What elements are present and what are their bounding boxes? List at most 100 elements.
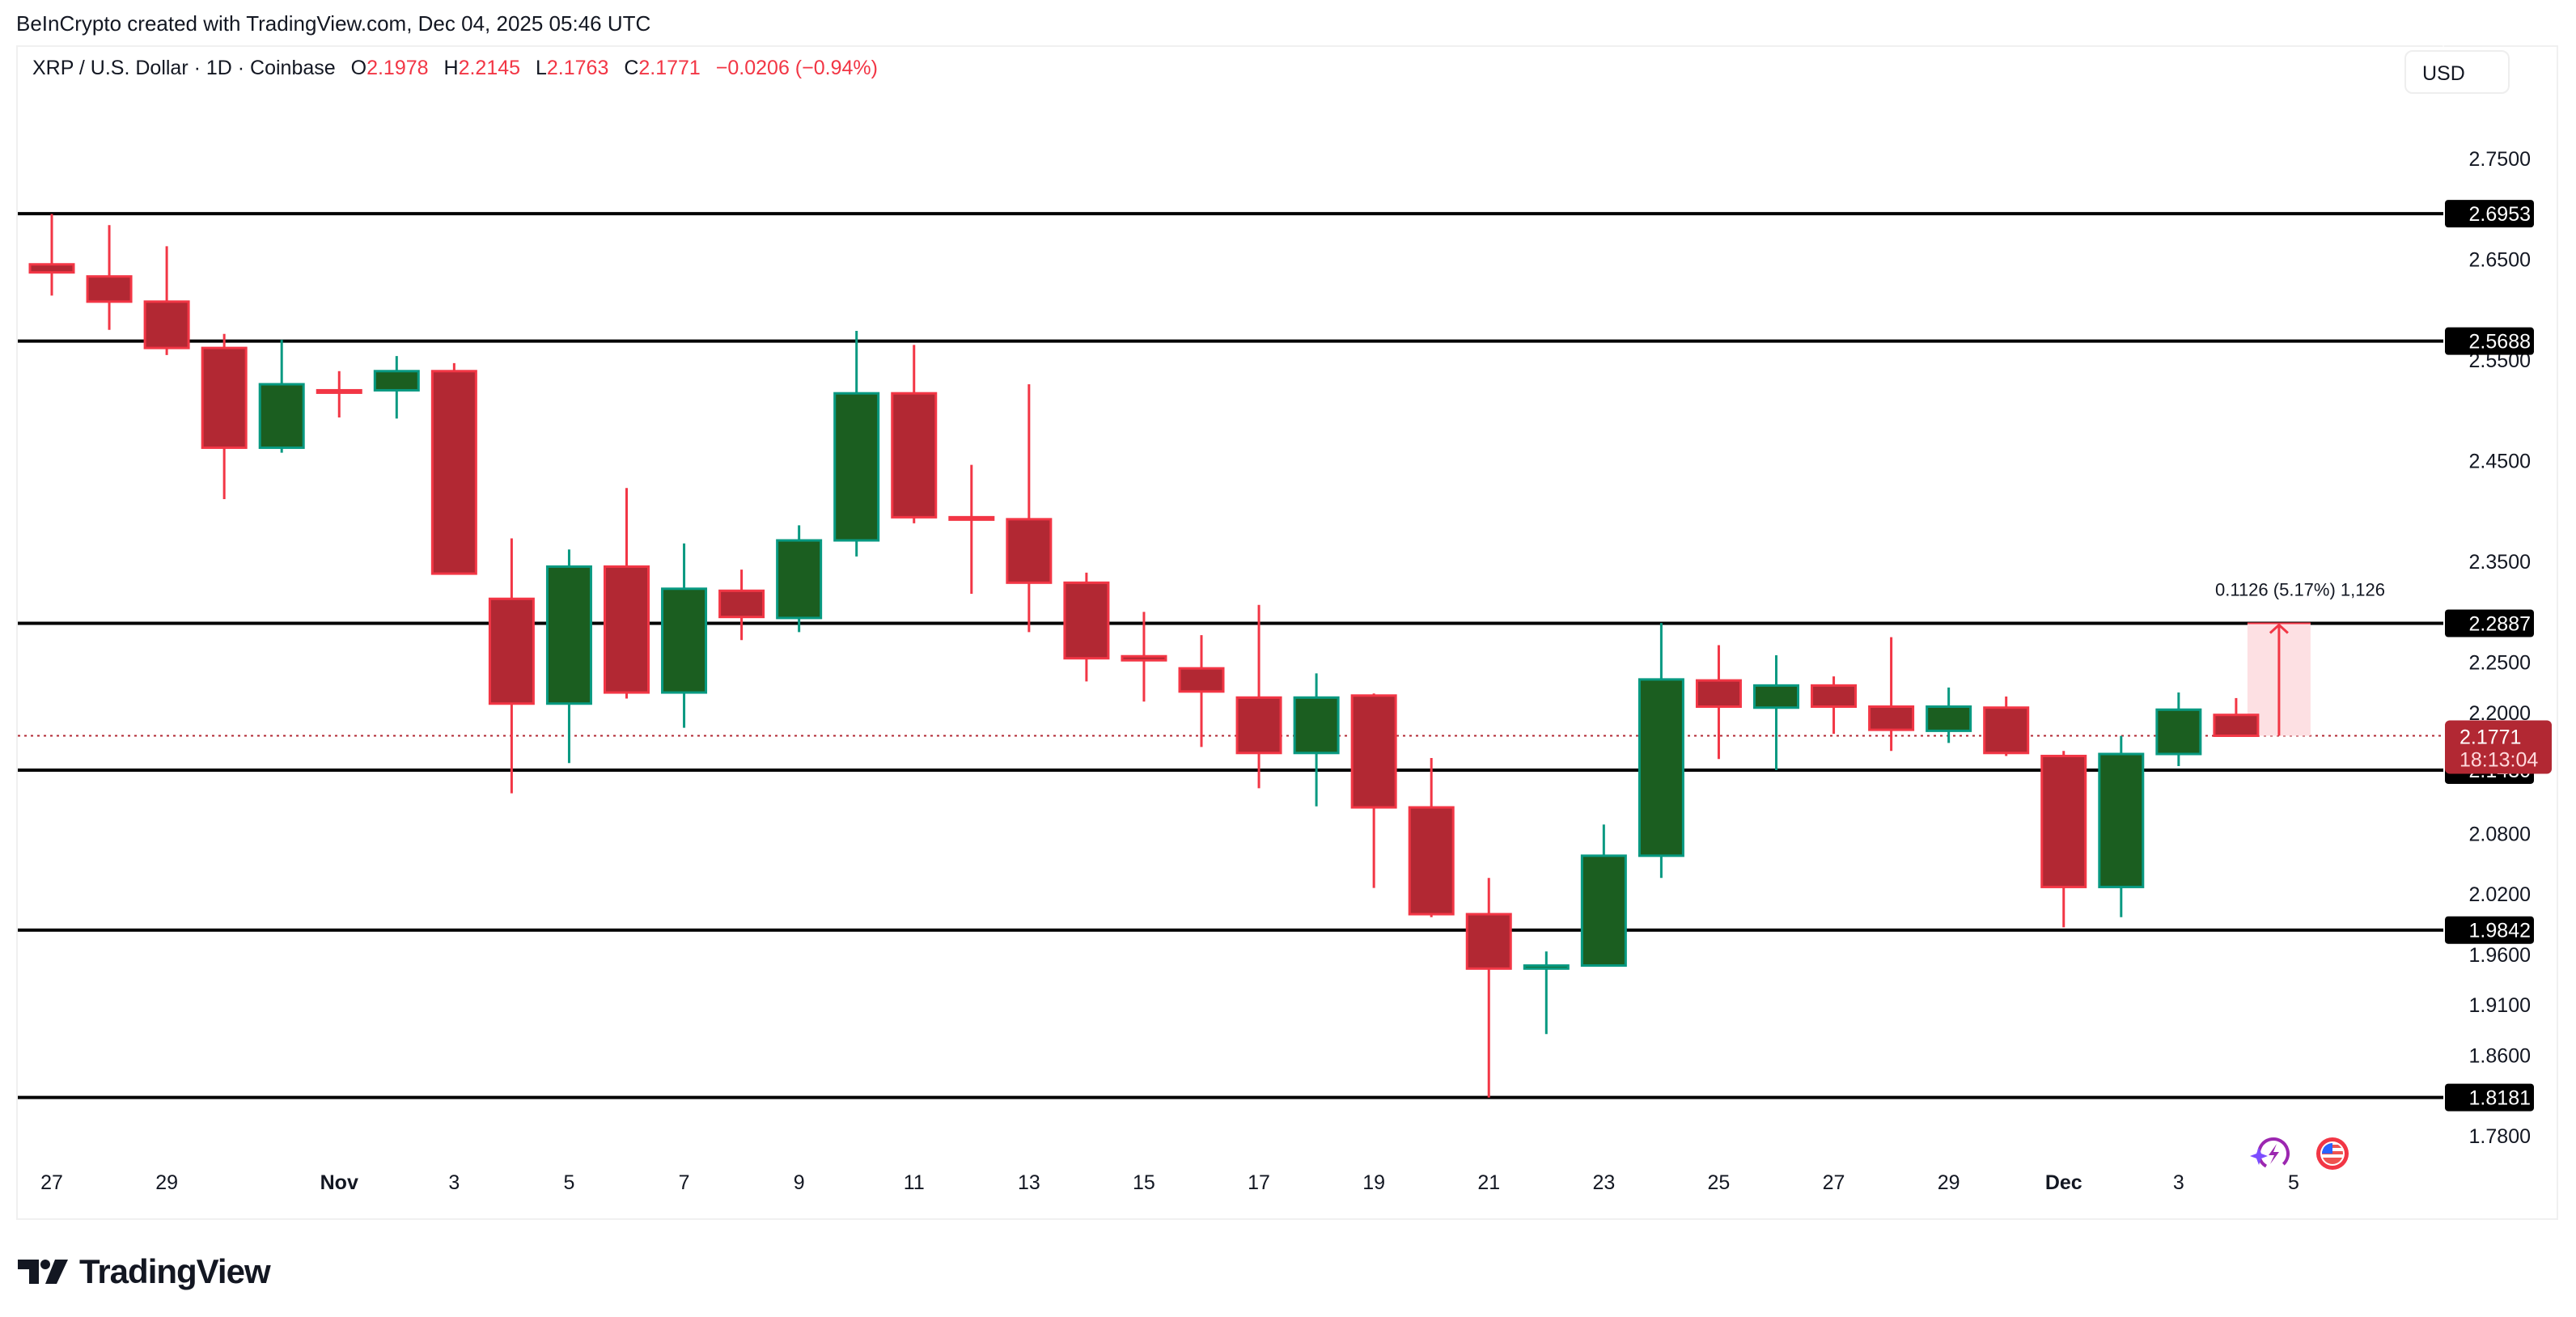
candle[interactable]: [1121, 612, 1167, 702]
candle[interactable]: [1350, 693, 1397, 888]
candle-body: [316, 388, 362, 394]
price-tick-label: 2.4500: [2469, 451, 2531, 473]
candle[interactable]: [1753, 654, 1799, 770]
candle-body: [1580, 854, 1627, 968]
time-tick-label: 21: [1477, 1171, 1500, 1194]
candle-body: [1695, 679, 1742, 708]
measure-label: 0.1126 (5.17%) 1,126: [2215, 580, 2385, 600]
candle-body: [1063, 581, 1110, 660]
candle[interactable]: [2098, 735, 2145, 917]
candle[interactable]: [1293, 673, 1340, 807]
candle[interactable]: [1408, 758, 1455, 917]
level-price-tag: [2445, 200, 2534, 228]
candle[interactable]: [373, 356, 420, 419]
open-value: 2.1978: [366, 57, 429, 79]
candle[interactable]: [1063, 572, 1110, 682]
candle[interactable]: [201, 333, 248, 499]
symbol-title: XRP / U.S. Dollar · 1D · Coinbase: [32, 57, 336, 79]
candles[interactable]: [28, 214, 2260, 1098]
tradingview-wordmark: TradingView: [79, 1252, 271, 1290]
tradingview-logo[interactable]: TradingView: [18, 1252, 271, 1291]
candle[interactable]: [833, 330, 880, 557]
candle[interactable]: [1523, 951, 1570, 1035]
candle[interactable]: [1983, 697, 2030, 756]
candle-body: [1350, 694, 1397, 809]
candle[interactable]: [545, 549, 592, 764]
level-price-tag: [2445, 327, 2534, 355]
price-tick-label: 2.3500: [2469, 551, 2531, 574]
candle-body: [1523, 964, 1570, 970]
candle[interactable]: [948, 464, 995, 595]
candle[interactable]: [1695, 645, 1742, 760]
candle[interactable]: [1580, 824, 1627, 968]
currency-button[interactable]: USD: [2404, 50, 2510, 94]
ai-flash-icon[interactable]: [2250, 1133, 2294, 1173]
candle-body: [1753, 684, 1799, 709]
candle-body: [604, 565, 650, 694]
candle-body: [1235, 696, 1282, 755]
candle[interactable]: [86, 225, 133, 330]
candle[interactable]: [1638, 623, 1684, 879]
candle[interactable]: [1868, 637, 1915, 752]
candle[interactable]: [143, 246, 190, 355]
time-tick-label: 7: [679, 1171, 690, 1194]
open-label: O: [350, 57, 367, 79]
level-price-tag-label: 1.8181: [2469, 1087, 2531, 1110]
time-tick-label: 11: [904, 1171, 925, 1194]
us-flag-icon[interactable]: [2316, 1137, 2349, 1170]
candle-body: [1178, 667, 1225, 693]
candle[interactable]: [2040, 751, 2087, 928]
candle[interactable]: [776, 525, 823, 633]
candle[interactable]: [488, 538, 535, 794]
candle[interactable]: [28, 214, 75, 296]
candle-body: [430, 370, 477, 575]
time-tick-label: 5: [2288, 1171, 2299, 1194]
candle[interactable]: [316, 371, 362, 418]
candle[interactable]: [1811, 676, 1858, 735]
candle[interactable]: [2155, 692, 2202, 766]
candle-body: [661, 587, 708, 694]
level-price-tag: [2445, 1083, 2534, 1112]
level-price-tag-label: 2.2887: [2469, 613, 2531, 636]
price-tick-label: 1.8600: [2469, 1044, 2531, 1067]
time-axis[interactable]: 27 29 Nov 3 5 7 9 11 13 15 17 19 21 23 25 27 29 Dec 3 5: [40, 1171, 2299, 1194]
time-tick-label: 13: [1018, 1171, 1040, 1194]
tradingview-logo-icon: [18, 1260, 68, 1284]
candle[interactable]: [661, 543, 708, 728]
price-tick-label: 1.9600: [2469, 944, 2531, 967]
candle[interactable]: [1178, 635, 1225, 747]
candle[interactable]: [2213, 697, 2260, 737]
price-tick-label: 2.0200: [2469, 883, 2531, 906]
last-price-tag-bg: [2445, 720, 2552, 774]
candle-body: [2155, 708, 2202, 756]
change-value: −0.0206 (−0.94%): [715, 57, 878, 79]
candle[interactable]: [1235, 604, 1282, 789]
candle-body: [373, 370, 420, 392]
candle[interactable]: [1465, 878, 1512, 1098]
candle-body: [1121, 654, 1167, 662]
price-range-measure[interactable]: 0.1126 (5.17%) 1,126: [2215, 580, 2385, 736]
candle-body: [833, 392, 880, 542]
time-tick-label: 27: [40, 1171, 63, 1194]
candle-body: [891, 392, 938, 519]
attribution-text: BeInCrypto created with TradingView.com,…: [16, 11, 651, 36]
level-price-tag: [2445, 609, 2534, 637]
candle-body: [1868, 705, 1915, 731]
candle[interactable]: [718, 570, 765, 641]
price-tick-label: 1.7800: [2469, 1125, 2531, 1148]
candle-body: [86, 275, 133, 303]
horizontal-levels[interactable]: [18, 212, 2443, 1099]
high-label: H: [443, 57, 459, 79]
symbol-legend[interactable]: XRP / U.S. Dollar · 1D · Coinbase O2.197…: [32, 57, 878, 80]
candle[interactable]: [1926, 687, 1972, 743]
candle[interactable]: [604, 488, 650, 699]
candle[interactable]: [258, 340, 305, 453]
candle[interactable]: [891, 345, 938, 523]
candle[interactable]: [1006, 383, 1053, 633]
candle[interactable]: [430, 362, 477, 575]
candle-body: [1006, 518, 1053, 584]
candle-body: [2213, 714, 2260, 737]
event-icons[interactable]: [2250, 1133, 2349, 1173]
price-axis[interactable]: 2.75002.65002.55002.45002.35002.25002.20…: [2469, 148, 2531, 1148]
